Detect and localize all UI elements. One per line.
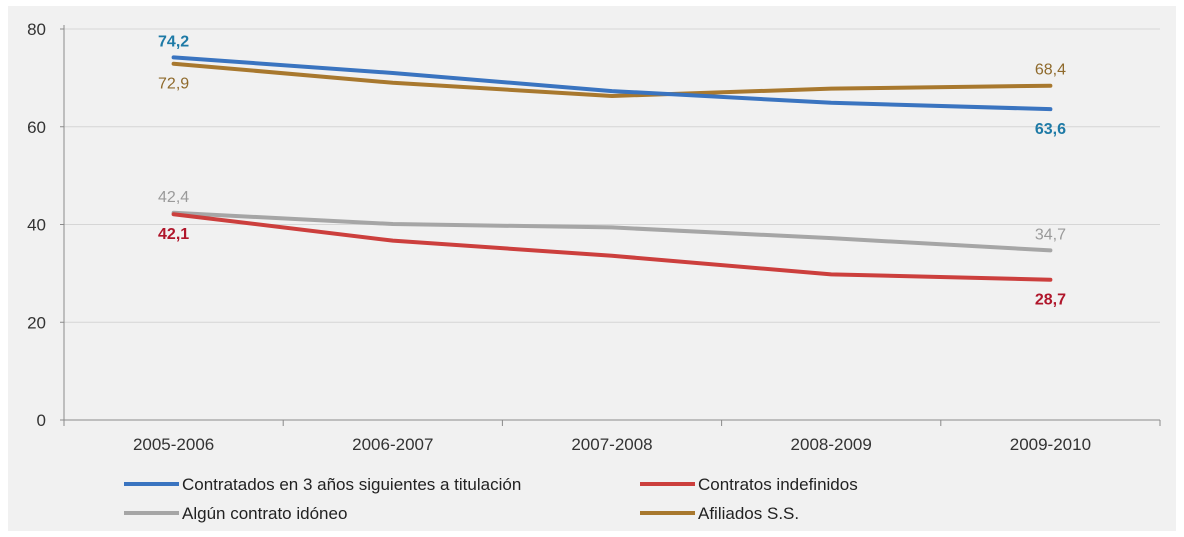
y-tick-label: 80 (27, 20, 46, 39)
y-tick-label: 60 (27, 118, 46, 137)
data-label: 34,7 (1035, 226, 1066, 243)
x-tick-label: 2006-2007 (352, 435, 433, 454)
y-tick-label: 40 (27, 216, 46, 235)
data-label: 63,6 (1035, 121, 1066, 138)
data-label: 28,7 (1035, 292, 1066, 309)
data-label: 42,4 (158, 189, 189, 206)
data-label: 42,1 (158, 226, 189, 243)
legend-label: Afiliados S.S. (698, 504, 799, 523)
series-line (171, 61, 1053, 98)
data-label: 68,4 (1035, 62, 1066, 79)
legend-label: Contratados en 3 años siguientes a titul… (182, 475, 521, 494)
y-tick-label: 0 (37, 411, 46, 430)
y-tick-label: 20 (27, 313, 46, 332)
series-line (171, 210, 1053, 253)
x-tick-label: 2007-2008 (571, 435, 652, 454)
series-line (171, 212, 1053, 282)
x-tick-label: 2005-2006 (133, 435, 214, 454)
x-tick-label: 2009-2010 (1010, 435, 1091, 454)
x-tick-label: 2008-2009 (791, 435, 872, 454)
legend-label: Algún contrato idóneo (182, 504, 347, 523)
data-label: 74,2 (158, 33, 189, 50)
series-line (171, 55, 1053, 112)
data-label: 72,9 (158, 76, 189, 93)
legend-label: Contratos indefinidos (698, 475, 858, 494)
